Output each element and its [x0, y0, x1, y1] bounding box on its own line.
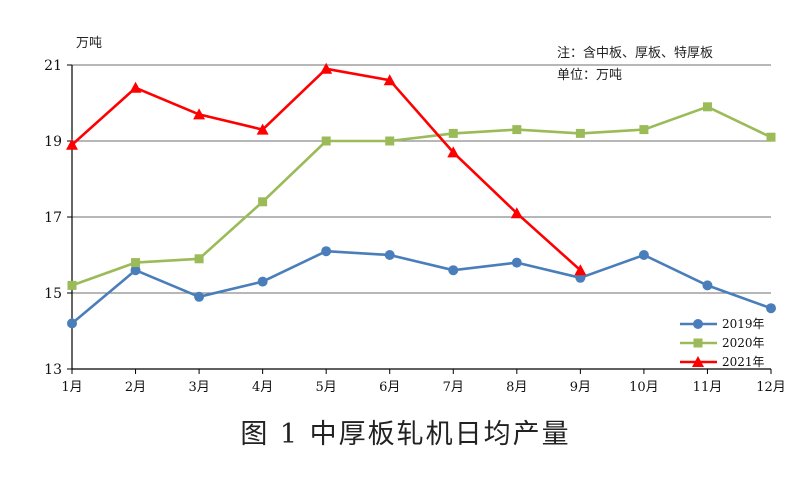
- legend-marker: [693, 338, 703, 348]
- data-point: [512, 125, 522, 135]
- x-tick-label: 3月: [188, 380, 209, 395]
- series-2021年: [66, 62, 587, 276]
- data-point: [447, 146, 460, 158]
- data-point: [256, 123, 269, 135]
- x-tick-label: 11月: [693, 380, 723, 395]
- data-point: [258, 197, 268, 207]
- data-point: [257, 276, 268, 287]
- x-tick-label: 8月: [506, 380, 527, 395]
- y-tick-label: 19: [44, 134, 62, 150]
- x-tick-label: 2月: [125, 380, 146, 395]
- legend-entry: 2020年: [680, 336, 765, 350]
- y-tick-label: 15: [44, 286, 62, 302]
- legend-label: 2021年: [722, 355, 765, 369]
- x-tick-label: 4月: [252, 380, 273, 395]
- x-tick-label: 10月: [629, 380, 659, 395]
- data-point: [321, 246, 332, 257]
- data-point: [766, 132, 776, 142]
- data-point: [702, 280, 713, 291]
- note-line-2: 单位：万吨: [557, 68, 622, 83]
- unit-label: 万吨: [76, 36, 102, 51]
- data-point: [448, 128, 458, 138]
- data-point: [66, 138, 78, 150]
- data-point: [385, 136, 395, 146]
- x-tick-label: 7月: [443, 380, 464, 395]
- legend-label: 2020年: [722, 336, 765, 350]
- data-point: [574, 264, 587, 276]
- series-line: [71, 105, 772, 287]
- series-2020年: [67, 102, 776, 290]
- legend-marker: [692, 356, 704, 367]
- x-tick-label: 6月: [379, 380, 400, 395]
- series-layer: [66, 62, 776, 329]
- gridlines: [72, 64, 771, 294]
- data-point: [321, 136, 331, 146]
- x-tick-label: 5月: [316, 380, 337, 395]
- y-tick-label: 13: [44, 362, 62, 378]
- data-point: [639, 125, 649, 135]
- legend: 2019年 2020年 2021年: [680, 317, 765, 369]
- data-point: [320, 62, 333, 74]
- data-point: [129, 81, 142, 93]
- note-line-1: 注：含中板、厚板、特厚板: [557, 45, 713, 61]
- line-chart: 13 15 17 19 21 1月 2月 3月 4月 5月 6月 7月 8月 9月 10月 11月 12月 万…: [44, 36, 786, 395]
- data-point: [575, 272, 586, 283]
- x-tick-label: 12月: [756, 380, 786, 395]
- data-point: [131, 258, 141, 268]
- data-point: [702, 102, 712, 112]
- data-point: [448, 265, 459, 276]
- legend-entry: 2019年: [680, 317, 765, 331]
- data-point: [194, 291, 205, 302]
- data-point: [193, 108, 206, 120]
- data-point: [67, 318, 77, 329]
- figure-caption: 图 1 中厚板轧机日均产量: [240, 419, 571, 450]
- data-point: [638, 250, 649, 260]
- y-tick-label: 21: [44, 58, 62, 74]
- data-point: [194, 254, 204, 264]
- y-tick-label: 17: [44, 210, 62, 226]
- data-point: [384, 250, 395, 260]
- data-point: [575, 128, 585, 138]
- legend-entry: 2021年: [680, 355, 765, 369]
- data-point: [510, 207, 523, 219]
- series-line: [71, 249, 772, 325]
- legend-marker: [693, 319, 703, 329]
- x-tick-label: 9月: [570, 380, 591, 395]
- y-axis: 13 15 17 19 21: [44, 58, 73, 378]
- x-tick-label: 1月: [61, 380, 82, 395]
- data-point: [67, 280, 77, 290]
- series-2019年: [67, 246, 776, 329]
- x-axis: 1月 2月 3月 4月 5月 6月 7月 8月 9月 10月 11月 12月: [61, 368, 786, 395]
- series-line: [71, 67, 582, 272]
- data-point: [383, 74, 396, 86]
- legend-label: 2019年: [722, 317, 765, 331]
- data-point: [130, 265, 141, 276]
- data-point: [511, 257, 522, 268]
- data-point: [766, 303, 776, 314]
